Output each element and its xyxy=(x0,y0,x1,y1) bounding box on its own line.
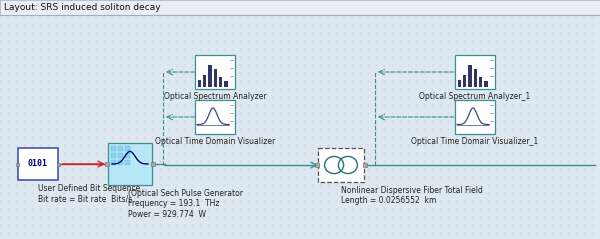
Bar xyxy=(214,69,217,87)
Text: 0101: 0101 xyxy=(28,159,48,168)
Bar xyxy=(151,162,155,166)
Bar xyxy=(125,146,130,151)
Bar xyxy=(457,57,489,87)
Text: User Defined Bit Sequence
Bit rate = Bit rate  Bits/s: User Defined Bit Sequence Bit rate = Bit… xyxy=(38,184,140,203)
Text: Optical Time Domair Visualizer_1: Optical Time Domair Visualizer_1 xyxy=(412,137,539,146)
Bar xyxy=(111,153,116,158)
Text: Optical Time Domain Visualizer: Optical Time Domain Visualizer xyxy=(155,137,275,146)
Bar xyxy=(363,163,367,167)
Bar xyxy=(458,80,461,87)
Bar xyxy=(0,0,600,15)
Text: (Optical Sech Pulse Generator
Frequency = 193.1  THz
Power = 929.774  W: (Optical Sech Pulse Generator Frequency … xyxy=(128,189,243,219)
Bar xyxy=(195,55,235,89)
Bar xyxy=(315,163,319,167)
Text: Layout: SRS induced soliton decay: Layout: SRS induced soliton decay xyxy=(4,3,161,12)
Bar xyxy=(111,146,116,151)
Bar xyxy=(197,57,229,87)
Bar xyxy=(455,55,495,89)
Bar xyxy=(16,163,19,165)
Bar xyxy=(318,148,364,182)
Text: Nonlinear Dispersive Fiber Total Field
Length = 0.0256552  km: Nonlinear Dispersive Fiber Total Field L… xyxy=(341,186,483,205)
Bar xyxy=(125,160,130,165)
Bar xyxy=(118,146,123,151)
Bar xyxy=(125,153,130,158)
Bar xyxy=(111,160,116,165)
Bar xyxy=(208,65,212,87)
Bar xyxy=(105,162,109,166)
Bar xyxy=(468,65,472,87)
Bar xyxy=(219,77,222,87)
Bar xyxy=(463,75,466,87)
Bar xyxy=(479,77,482,87)
Text: Optical Spectrum Analyzer_1: Optical Spectrum Analyzer_1 xyxy=(419,92,530,101)
Bar xyxy=(118,153,123,158)
Bar xyxy=(195,100,235,134)
Bar xyxy=(484,81,487,87)
Bar xyxy=(455,100,495,134)
Bar xyxy=(224,81,227,87)
Bar xyxy=(18,148,58,180)
Bar xyxy=(197,80,201,87)
Bar xyxy=(57,163,60,165)
Bar xyxy=(108,143,152,185)
Bar xyxy=(473,69,477,87)
Text: Optical Spectrum Analyzer: Optical Spectrum Analyzer xyxy=(164,92,266,101)
Bar xyxy=(118,160,123,165)
Bar xyxy=(203,75,206,87)
